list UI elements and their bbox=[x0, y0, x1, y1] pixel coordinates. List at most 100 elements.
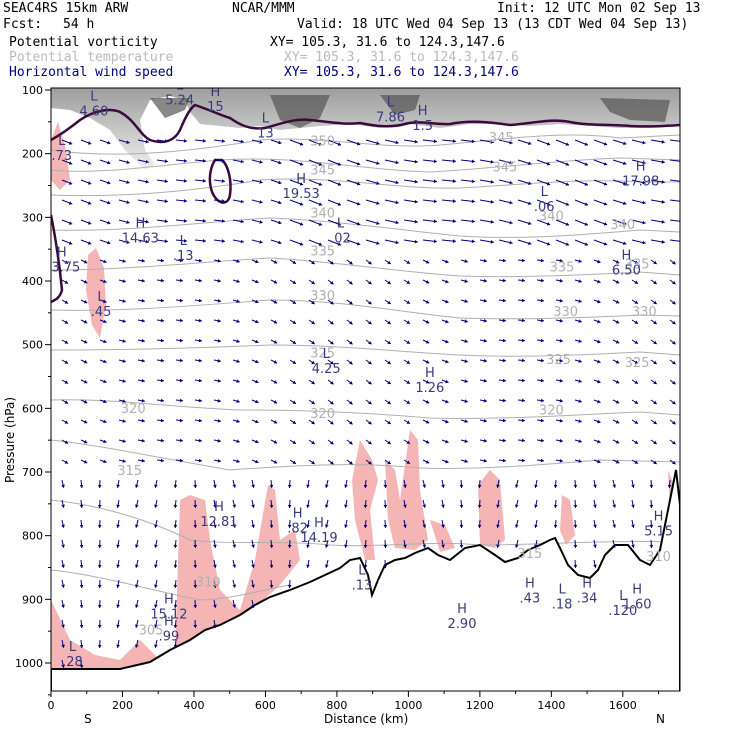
wind-vector bbox=[536, 179, 551, 186]
wind-vector bbox=[479, 418, 487, 423]
wind-vector bbox=[251, 559, 255, 568]
wind-vector bbox=[289, 379, 297, 385]
organization-label: NCAR/MMM bbox=[232, 1, 295, 16]
y-axis-label: Pressure (hPa) bbox=[3, 397, 17, 483]
wind-vector bbox=[156, 318, 165, 323]
wind-vector bbox=[213, 298, 221, 303]
wind-vector bbox=[459, 519, 464, 529]
theta-labels: 350 345 340 335 330 325 320 315 320 345 345 340 340 3… bbox=[117, 131, 671, 638]
wind-vector bbox=[324, 499, 329, 508]
wind-vector bbox=[213, 539, 217, 548]
wind-vector bbox=[79, 479, 84, 489]
wind-vector bbox=[631, 459, 639, 465]
extremum-type: H bbox=[636, 159, 646, 174]
field-xy-wind: XY= 105.3, 31.6 to 124.3,147.6 bbox=[284, 65, 519, 80]
wind-vector bbox=[574, 139, 589, 146]
wind-vector bbox=[384, 379, 392, 385]
wind-vector bbox=[384, 459, 392, 465]
wind-vector bbox=[479, 179, 494, 184]
wind-vector bbox=[574, 359, 582, 363]
wind-vector bbox=[403, 319, 411, 325]
pv-high-marker: H14.63 bbox=[122, 217, 159, 247]
wind-vector bbox=[650, 379, 658, 385]
wind-vector bbox=[650, 459, 658, 465]
wind-vector bbox=[441, 539, 445, 548]
wind-vector bbox=[536, 219, 551, 226]
wind-vector bbox=[270, 219, 282, 225]
wind-vector bbox=[154, 539, 158, 548]
wind-vector bbox=[324, 479, 329, 488]
wind-vector bbox=[251, 299, 259, 304]
wind-vector bbox=[270, 439, 278, 444]
wind-vector bbox=[156, 418, 165, 423]
wind-vector bbox=[479, 338, 487, 343]
wind-vector bbox=[574, 179, 589, 186]
extremum-type: L bbox=[541, 185, 549, 200]
wind-vector bbox=[175, 138, 187, 143]
y-tick-label: 200 bbox=[22, 148, 43, 161]
wind-vector bbox=[306, 519, 310, 528]
wind-vector bbox=[346, 399, 353, 405]
wind-vector bbox=[61, 339, 69, 344]
pv-high-marker: H1.60 bbox=[623, 583, 652, 613]
wind-vector bbox=[270, 199, 282, 205]
wind-vector bbox=[99, 439, 107, 444]
wind-vector bbox=[80, 359, 88, 364]
extremum-value: 5.15 bbox=[644, 524, 673, 539]
wind-vector bbox=[422, 279, 430, 284]
extremum-value: .18 bbox=[552, 598, 573, 613]
wind-vector bbox=[496, 479, 500, 488]
wind-vector bbox=[251, 179, 263, 184]
wind-vector bbox=[650, 139, 665, 144]
extremum-value: 1.26 bbox=[415, 381, 444, 396]
wind-vector bbox=[97, 499, 102, 509]
wind-vector bbox=[154, 639, 158, 648]
wind-vector bbox=[593, 159, 608, 166]
wind-vector bbox=[534, 539, 538, 548]
wind-vector bbox=[460, 339, 468, 343]
extremum-value: 4.60 bbox=[79, 104, 108, 119]
wind-vector bbox=[479, 378, 487, 383]
wind-vector bbox=[193, 599, 198, 609]
wind-vector bbox=[477, 479, 482, 489]
wind-vector bbox=[496, 539, 500, 548]
wind-vector bbox=[534, 499, 538, 508]
wind-vector bbox=[308, 219, 323, 226]
wind-vector bbox=[422, 459, 430, 464]
pv-high-marker: H1.26 bbox=[415, 366, 444, 396]
wind-vector bbox=[118, 279, 126, 283]
wind-vector bbox=[80, 399, 88, 404]
wind-vector bbox=[403, 259, 411, 265]
wind-vector bbox=[213, 619, 217, 628]
wind-vector bbox=[479, 278, 487, 283]
wind-vector bbox=[403, 159, 418, 164]
extremum-type: H bbox=[418, 104, 428, 119]
wind-vector bbox=[99, 279, 107, 284]
wind-vector bbox=[289, 199, 304, 206]
extremum-type: H bbox=[314, 516, 324, 531]
wind-vector bbox=[154, 519, 158, 528]
wind-vector bbox=[213, 199, 225, 203]
wind-vector bbox=[422, 219, 437, 224]
wind-vector bbox=[498, 199, 513, 205]
theta-contour-label: 350 bbox=[310, 134, 335, 149]
wind-vector bbox=[441, 259, 449, 264]
wind-vector bbox=[422, 339, 430, 344]
pv-high-marker: H17.98 bbox=[622, 159, 659, 189]
wind-vector bbox=[61, 219, 73, 225]
wind-vector bbox=[232, 579, 237, 588]
wind-vector bbox=[306, 479, 310, 488]
wind-vector bbox=[306, 539, 310, 548]
wind-vector bbox=[327, 459, 334, 465]
wind-vector bbox=[441, 279, 449, 284]
wind-vector bbox=[173, 479, 178, 489]
wind-vector bbox=[61, 359, 69, 364]
wind-vector bbox=[232, 499, 237, 508]
pv-low-marker: L13 bbox=[257, 112, 274, 142]
wind-vector bbox=[612, 139, 627, 146]
wind-vector bbox=[61, 659, 65, 668]
wind-vector bbox=[327, 179, 342, 186]
wind-vector bbox=[441, 319, 449, 324]
